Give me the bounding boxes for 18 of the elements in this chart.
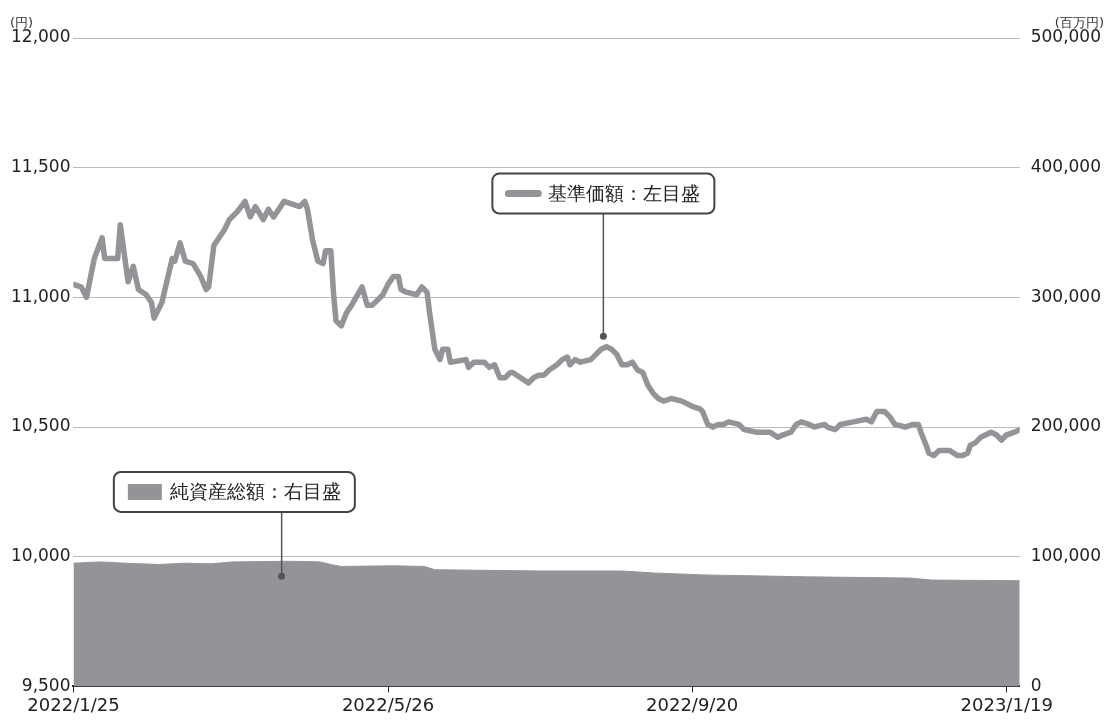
y2-tick-label: 200,000 xyxy=(1030,415,1102,436)
y-tick-label: 11,000 xyxy=(11,285,71,306)
y-tick-label: 11,500 xyxy=(11,156,71,177)
legend-label: 基準価額：左目盛 xyxy=(548,181,701,204)
x-tick-label: 2023/1/19 xyxy=(960,693,1053,715)
y2-tick-label: 100,000 xyxy=(1030,545,1102,566)
y2-tick-label: 0 xyxy=(1030,674,1042,695)
y-tick-label: 10,500 xyxy=(11,415,71,436)
y-tick-label: 10,000 xyxy=(11,545,71,566)
y2-tick-label: 400,000 xyxy=(1030,156,1102,177)
legend-label: 純資産総額：右目盛 xyxy=(169,479,341,502)
y2-tick-label: 300,000 xyxy=(1030,285,1102,306)
y-axis-title: (円) xyxy=(10,14,34,30)
x-tick-label: 2022/5/26 xyxy=(341,693,435,715)
y2-axis-title: (百万円) xyxy=(1054,14,1104,30)
y-tick-label: 9,500 xyxy=(21,674,71,695)
x-tick-label: 2022/1/25 xyxy=(27,693,120,715)
x-tick-label: 2022/9/20 xyxy=(646,693,739,715)
